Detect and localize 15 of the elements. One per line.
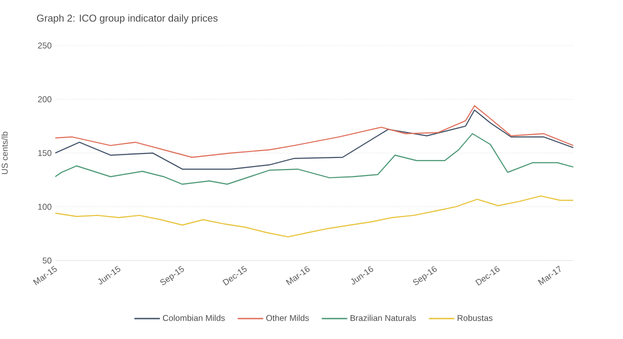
legend-label: Brazilian Naturals	[350, 314, 416, 321]
line-series	[54, 195, 574, 238]
legend-label: Robustas	[458, 314, 492, 321]
y-tick-label: 200	[38, 96, 52, 102]
line-series	[54, 105, 574, 158]
line-series	[54, 109, 574, 170]
y-tick-label: 50	[42, 258, 52, 264]
legend-label: Colombian Milds	[162, 314, 225, 321]
line-series	[54, 133, 574, 185]
chart-title: Graph 2: ICO group indicator daily prices	[37, 14, 218, 24]
legend-label: Other Milds	[266, 314, 309, 321]
y-tick-label: 100	[38, 204, 52, 210]
y-axis-title: US cents/lb	[1, 132, 8, 174]
y-tick-label: 250	[38, 42, 52, 49]
y-tick-label: 150	[38, 150, 52, 156]
